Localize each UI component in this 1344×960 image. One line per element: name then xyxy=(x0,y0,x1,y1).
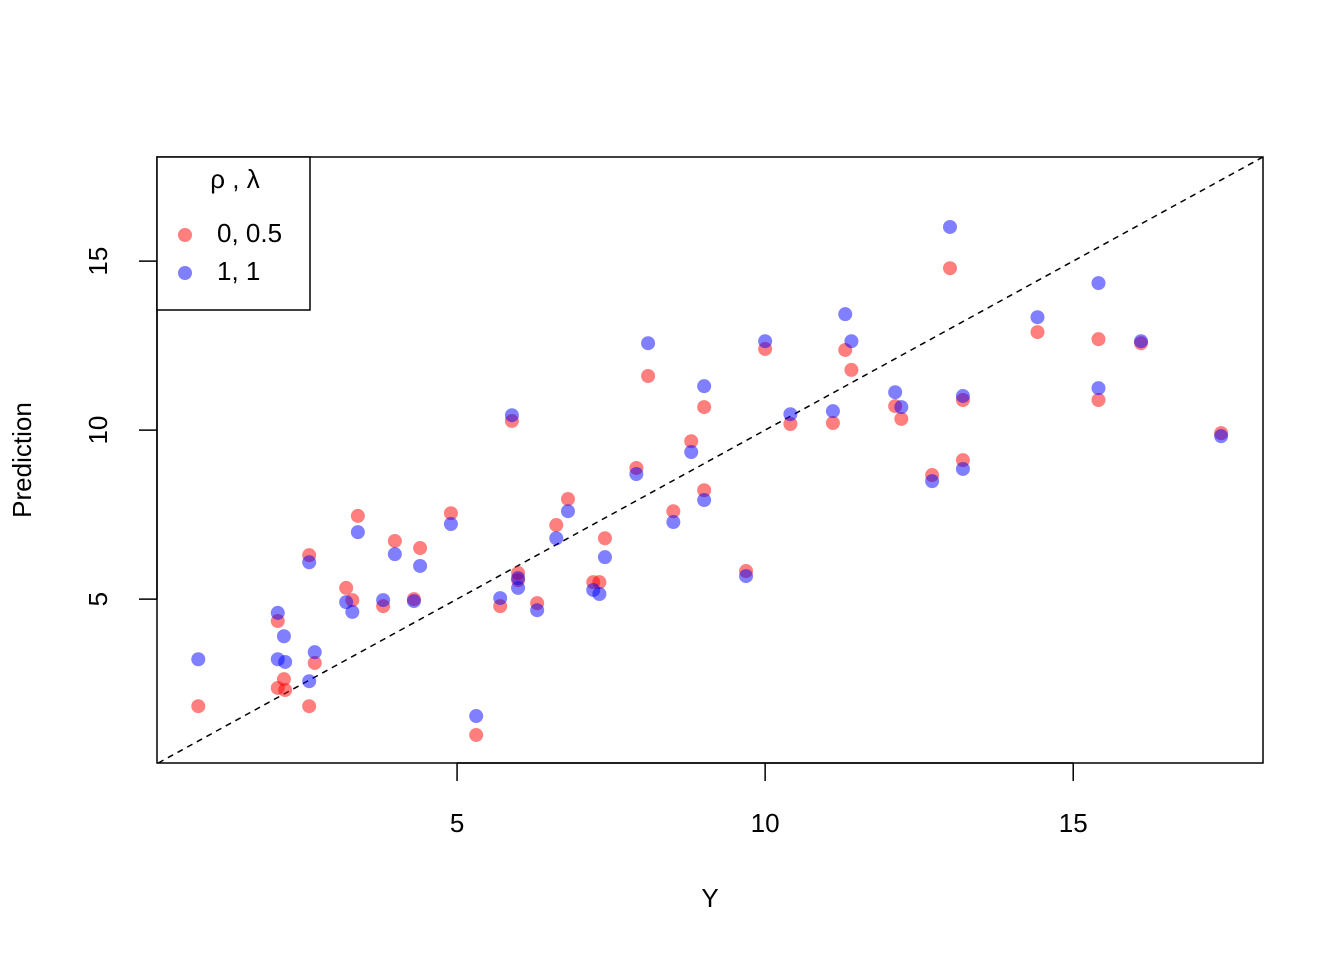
point xyxy=(894,400,909,415)
point xyxy=(597,550,612,565)
legend-label: 0, 0.5 xyxy=(217,218,282,248)
point xyxy=(1091,332,1106,347)
point xyxy=(1214,429,1229,444)
y-axis-label: Prediction xyxy=(7,402,37,518)
point xyxy=(955,461,970,476)
point xyxy=(592,587,607,602)
legend-label: 1, 1 xyxy=(217,256,260,286)
point xyxy=(191,699,206,714)
point xyxy=(191,652,206,667)
point xyxy=(697,379,712,394)
point xyxy=(641,369,656,384)
point xyxy=(888,385,903,400)
point xyxy=(597,531,612,546)
point xyxy=(493,591,508,606)
point xyxy=(925,474,940,489)
legend-title: ρ , λ xyxy=(210,164,259,194)
point xyxy=(1134,334,1149,349)
point xyxy=(387,533,402,548)
point xyxy=(549,518,564,533)
point xyxy=(345,604,360,619)
point xyxy=(307,655,322,670)
point xyxy=(684,434,699,449)
point xyxy=(697,493,712,508)
point xyxy=(376,593,391,608)
point xyxy=(942,261,957,276)
point xyxy=(443,517,458,532)
point xyxy=(1091,393,1106,408)
legend: ρ , λ 0, 0.5 1, 1 xyxy=(156,156,311,311)
point xyxy=(511,571,526,586)
x-axis-label: Y xyxy=(701,883,718,913)
point xyxy=(469,727,484,742)
point xyxy=(697,483,712,498)
point xyxy=(530,603,545,618)
point xyxy=(387,547,402,562)
point xyxy=(1091,276,1106,291)
point xyxy=(413,558,428,573)
point xyxy=(307,645,322,660)
x-tick-label: 5 xyxy=(450,808,464,838)
reference-line xyxy=(157,156,1264,764)
point xyxy=(684,445,699,460)
point xyxy=(278,654,293,669)
point xyxy=(838,307,853,322)
point xyxy=(504,408,519,423)
point xyxy=(302,699,317,714)
point xyxy=(666,515,681,530)
point xyxy=(783,407,798,422)
point xyxy=(350,525,365,540)
point xyxy=(1030,310,1045,325)
point xyxy=(469,709,484,724)
point xyxy=(511,580,526,595)
point xyxy=(783,417,798,432)
point xyxy=(278,682,293,697)
y-tick-label: 5 xyxy=(83,592,113,606)
point xyxy=(844,362,859,377)
point xyxy=(629,467,644,482)
y-tick-label: 10 xyxy=(83,416,113,445)
legend-swatch xyxy=(178,228,192,242)
point xyxy=(641,336,656,351)
point xyxy=(739,569,754,584)
point xyxy=(270,605,285,620)
point xyxy=(443,506,458,521)
point xyxy=(666,504,681,519)
point xyxy=(844,334,859,349)
point xyxy=(1030,325,1045,340)
x-tick-label: 10 xyxy=(751,808,780,838)
point xyxy=(350,508,365,523)
point xyxy=(413,541,428,556)
point xyxy=(560,504,575,519)
point xyxy=(697,400,712,415)
point xyxy=(1091,381,1106,396)
x-tick-label: 15 xyxy=(1059,808,1088,838)
point xyxy=(942,219,957,234)
point xyxy=(339,580,354,595)
legend-swatch xyxy=(178,266,192,280)
point xyxy=(560,492,575,507)
point xyxy=(549,531,564,546)
point xyxy=(276,629,291,644)
point xyxy=(406,594,421,609)
point xyxy=(825,404,840,419)
y-tick-label: 15 xyxy=(83,247,113,276)
point xyxy=(302,555,317,570)
point xyxy=(825,415,840,430)
point xyxy=(302,674,317,689)
point xyxy=(758,334,773,349)
point xyxy=(276,672,291,687)
point xyxy=(955,388,970,403)
point xyxy=(894,411,909,426)
